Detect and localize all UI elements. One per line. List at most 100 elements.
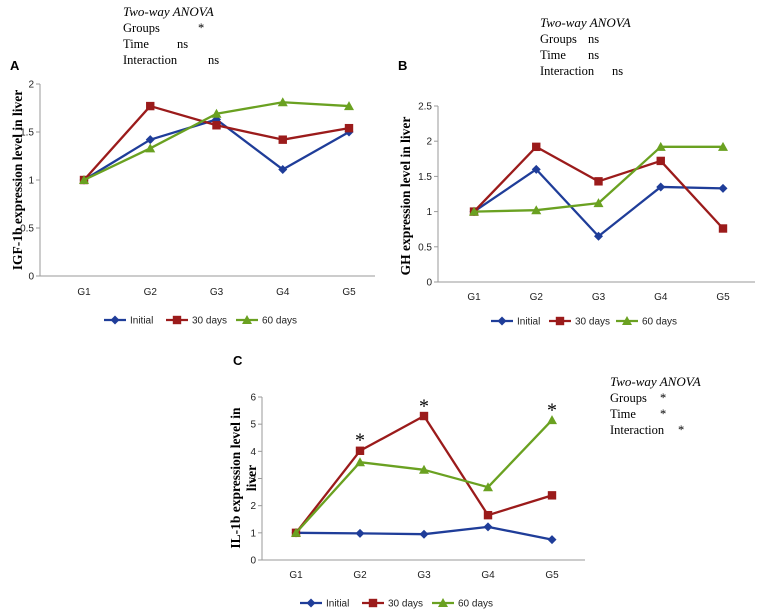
y-tick-label: 6: [250, 393, 256, 404]
y-tick-label: 1.5: [20, 128, 34, 139]
anova-row-value: ns: [177, 37, 188, 51]
legend-label: Initial: [130, 316, 153, 327]
series-line-30-days: [295, 414, 553, 534]
data-point: [483, 482, 493, 492]
x-tick-label: G3: [210, 287, 224, 298]
legend-label: 30 days: [575, 317, 610, 328]
x-tick-label: G5: [716, 292, 730, 303]
data-point: [718, 183, 728, 193]
x-tick-label: G1: [289, 570, 303, 581]
legend-marker: [555, 316, 565, 326]
y-tick-label: 5: [250, 420, 256, 431]
data-point: [483, 510, 493, 520]
panel-label: A: [10, 58, 20, 73]
series-line-30-days: [473, 145, 724, 230]
legend-marker: [438, 598, 448, 607]
data-point: [355, 528, 365, 538]
y-tick-label: 1.5: [418, 172, 432, 183]
data-point: [718, 141, 728, 151]
legend-marker: [306, 598, 316, 608]
x-tick-label: G4: [654, 292, 668, 303]
x-tick-label: G5: [342, 287, 356, 298]
significance-asterisk: *: [419, 395, 429, 417]
data-point: [469, 206, 479, 216]
x-tick-label: G2: [144, 287, 158, 298]
anova-row-value: *: [660, 391, 666, 405]
anova-row-label: Groups: [540, 32, 577, 46]
anova-row-value: *: [678, 423, 684, 437]
data-point: [146, 101, 155, 111]
data-point: [344, 101, 354, 111]
anova-row-label: Groups: [610, 391, 647, 405]
data-point: [531, 164, 541, 174]
chart-panel-b: B 0 0.5 1 1.5 2 2.5 G1 G2 G3 G4 G5 GH expression lev…: [398, 15, 755, 328]
y-tick-label: 3: [250, 474, 256, 485]
legend-label: Initial: [326, 599, 349, 610]
legend-label: 60 days: [642, 317, 677, 328]
legend-label: 30 days: [192, 316, 227, 327]
anova-row-value: ns: [208, 53, 219, 67]
y-axis-label-line: liver: [244, 465, 259, 491]
chart-panel-c: C 0 1 2 3 4 5 6 G1 G2 G3 G4 G5 IL-1b expression level…: [228, 353, 701, 610]
y-tick-label: 0: [28, 272, 34, 283]
data-point: [547, 415, 557, 425]
y-tick-label: 1: [250, 528, 256, 539]
anova-row-label: Groups: [123, 21, 160, 35]
data-point: [532, 142, 541, 152]
anova-row-label: Interaction: [123, 53, 178, 67]
significance-asterisk: *: [355, 429, 365, 451]
data-point: [278, 164, 288, 174]
y-tick-label: 2: [426, 137, 432, 148]
data-point: [277, 97, 288, 107]
data-point: [145, 135, 155, 145]
y-tick-label: 2: [28, 80, 34, 91]
data-point: [419, 464, 429, 474]
data-point: [594, 177, 603, 186]
anova-row-value: *: [660, 407, 666, 421]
data-point: [212, 121, 221, 130]
anova-row-value: *: [198, 21, 204, 35]
data-point: [355, 457, 365, 467]
x-tick-label: G5: [545, 570, 559, 581]
panel-label: C: [233, 353, 243, 368]
anova-row-value: ns: [588, 32, 599, 46]
anova-row-value: ns: [588, 48, 599, 62]
legend-label: 30 days: [388, 599, 423, 610]
y-tick-label: 1: [426, 207, 432, 218]
data-point: [145, 143, 156, 153]
legend-label: 60 days: [262, 316, 297, 327]
y-tick-label: 2: [250, 501, 256, 512]
data-point: [211, 108, 222, 118]
x-tick-label: G2: [353, 570, 367, 581]
y-tick-label: 0: [250, 556, 256, 567]
legend-marker: [172, 315, 182, 325]
data-point: [547, 535, 557, 545]
data-point: [531, 205, 542, 215]
anova-title: Two-way ANOVA: [123, 4, 214, 19]
data-point: [79, 175, 89, 184]
legend-label: 60 days: [458, 599, 493, 610]
data-point: [344, 123, 354, 133]
anova-row-label: Time: [610, 407, 636, 421]
x-tick-label: G1: [467, 292, 481, 303]
anova-row-label: Interaction: [540, 64, 595, 78]
x-tick-label: G4: [276, 287, 290, 298]
data-point: [419, 411, 429, 421]
legend-marker: [497, 316, 507, 326]
x-tick-label: G3: [417, 570, 431, 581]
chart-panel-a: A 0 0.5 1 1.5 2 G1 G2 G3 G4 G5 IGF-1b expression le…: [10, 4, 375, 327]
data-point: [656, 156, 665, 166]
data-point: [291, 527, 301, 537]
data-point: [718, 224, 728, 233]
significance-asterisk: *: [547, 400, 557, 422]
anova-row-label: Interaction: [610, 423, 665, 437]
y-tick-label: 1: [28, 176, 34, 187]
data-point: [593, 198, 604, 208]
legend-label: Initial: [517, 317, 540, 328]
series-line-60-days: [295, 419, 553, 534]
x-tick-label: G1: [77, 287, 91, 298]
y-axis-label: IL-1b expression level inliver: [228, 407, 259, 549]
y-tick-label: 2.5: [418, 102, 432, 113]
legend-marker: [110, 315, 120, 325]
